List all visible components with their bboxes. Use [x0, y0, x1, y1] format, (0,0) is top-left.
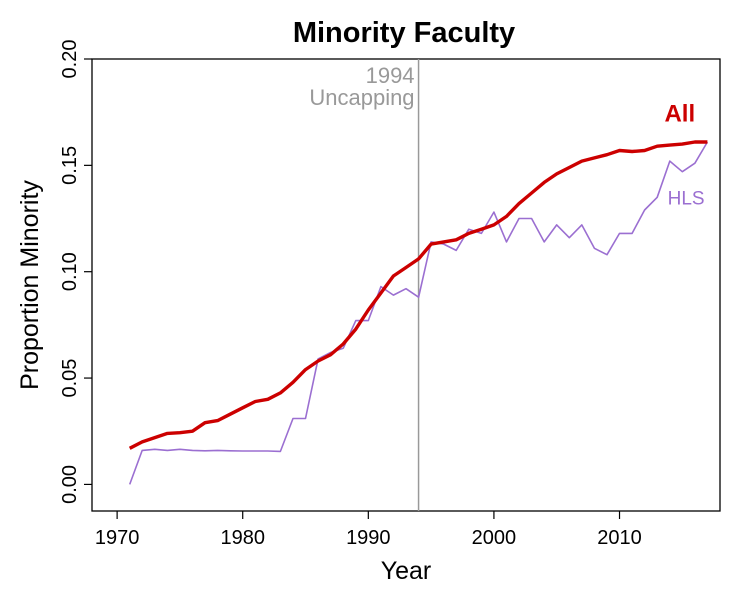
y-tick-label: 0.05	[59, 359, 81, 398]
series-label-all: All	[664, 101, 695, 128]
x-tick-label: 2010	[597, 527, 642, 549]
x-tick-label: 2000	[472, 527, 517, 549]
uncapping-year-label: 1994	[366, 63, 415, 88]
y-tick-label: 0.00	[59, 465, 81, 504]
series-label-hls: HLS	[668, 189, 705, 210]
x-axis: 1970 1980 1990 2000 2010	[95, 511, 642, 549]
series-line-hls	[128, 141, 709, 485]
series-line-all	[128, 140, 708, 450]
y-tick-label: 0.10	[59, 252, 81, 291]
x-tick-label: 1970	[95, 527, 140, 549]
x-tick-label: 1980	[220, 527, 265, 549]
uncapping-text-label: Uncapping	[309, 85, 414, 110]
y-tick-label: 0.20	[59, 40, 81, 79]
plot-area	[91, 58, 721, 512]
y-axis-title: Proportion Minority	[16, 180, 44, 390]
y-axis: 0.00 0.05 0.10 0.15 0.20	[59, 40, 92, 504]
y-tick-label: 0.15	[59, 146, 81, 185]
x-tick-label: 1990	[346, 527, 391, 549]
x-axis-title: Year	[381, 557, 432, 585]
chart-title: Minority Faculty	[293, 17, 515, 49]
